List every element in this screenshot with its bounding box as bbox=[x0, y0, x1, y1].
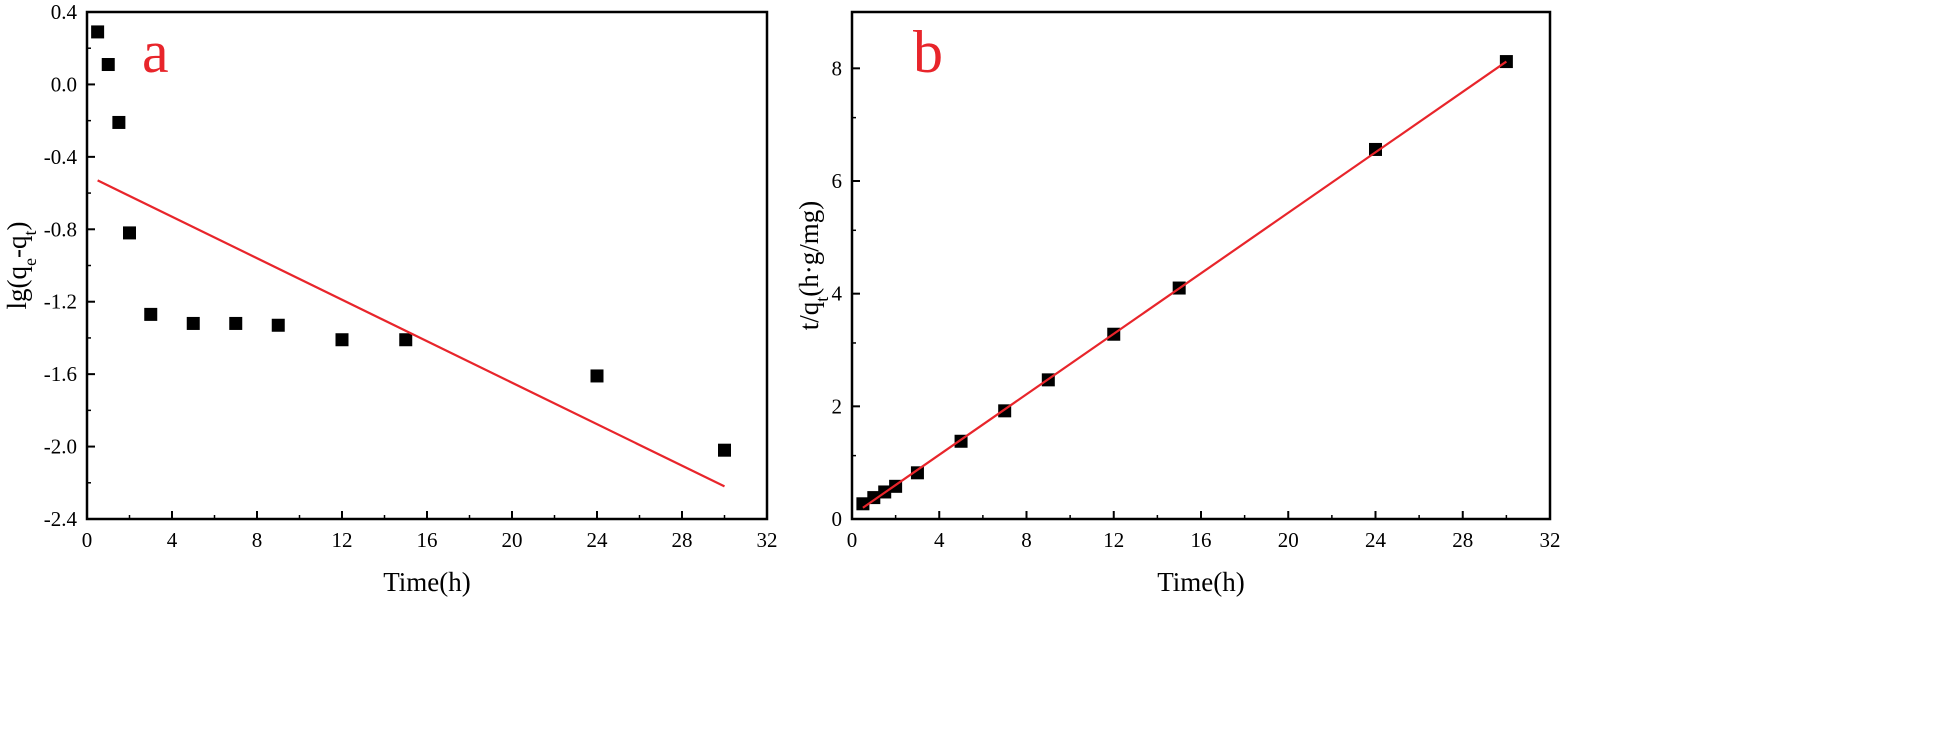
data-point bbox=[867, 491, 881, 505]
x-tick-label: 24 bbox=[587, 528, 609, 552]
y-tick-label: 4 bbox=[832, 282, 843, 306]
data-point bbox=[144, 307, 158, 321]
data-point bbox=[186, 316, 200, 330]
x-tick-label: 28 bbox=[1452, 528, 1473, 552]
x-tick-label: 32 bbox=[757, 528, 778, 552]
y-axis-label: t/qt(h·g/mg) bbox=[794, 201, 832, 331]
x-tick-label: 12 bbox=[1103, 528, 1124, 552]
data-point bbox=[91, 25, 105, 39]
x-axis-label: Time(h) bbox=[383, 567, 471, 597]
y-axis-label-subscript: t bbox=[812, 297, 832, 302]
x-tick-label: 16 bbox=[417, 528, 438, 552]
data-point bbox=[123, 226, 136, 240]
y-axis-label-part: (h·g/mg) bbox=[794, 201, 824, 297]
y-axis-label-part: -q bbox=[2, 235, 32, 258]
data-point bbox=[101, 58, 115, 72]
data-point bbox=[335, 333, 349, 347]
data-point bbox=[590, 369, 604, 383]
x-tick-label: 0 bbox=[847, 528, 858, 552]
y-tick-label: 8 bbox=[832, 56, 843, 80]
y-tick-label: 6 bbox=[832, 169, 843, 193]
panel-label: a bbox=[142, 19, 169, 85]
data-point bbox=[112, 115, 126, 129]
y-axis-label-part: t/q bbox=[794, 301, 824, 330]
data-point bbox=[399, 333, 413, 347]
data-point bbox=[856, 497, 870, 511]
x-tick-label: 12 bbox=[332, 528, 353, 552]
y-tick-label: 0.0 bbox=[51, 72, 77, 96]
data-point bbox=[910, 466, 924, 480]
x-tick-label: 8 bbox=[252, 528, 263, 552]
y-axis-label-part: lg(q bbox=[2, 266, 32, 310]
data-point bbox=[271, 318, 285, 332]
x-tick-label: 20 bbox=[1278, 528, 1299, 552]
y-tick-label: 0 bbox=[832, 507, 843, 531]
x-tick-label: 16 bbox=[1191, 528, 1212, 552]
y-axis-label: lg(qe-qt) bbox=[2, 221, 40, 309]
x-tick-label: 20 bbox=[502, 528, 523, 552]
y-tick-label: -1.6 bbox=[44, 362, 77, 386]
y-axis-label-part: ) bbox=[2, 221, 32, 230]
x-axis-label: Time(h) bbox=[1157, 567, 1245, 597]
x-tick-label: 8 bbox=[1021, 528, 1032, 552]
x-tick-label: 24 bbox=[1365, 528, 1387, 552]
x-tick-label: 32 bbox=[1540, 528, 1561, 552]
y-tick-label: -1.2 bbox=[44, 290, 77, 314]
y-tick-label: -2.4 bbox=[44, 507, 78, 531]
plot-frame bbox=[85, 10, 769, 521]
y-axis-label-subscript: t bbox=[20, 230, 40, 235]
fit-line bbox=[97, 179, 725, 488]
panel-label: b bbox=[913, 19, 943, 85]
x-tick-label: 28 bbox=[672, 528, 693, 552]
fit-line bbox=[862, 60, 1508, 509]
panel-a: 0 4 8 12 16 20 24 28 32 -2.4 -2.0 -1.6 -1.2 -0.8 -0.4 0… bbox=[2, 0, 778, 597]
y-tick-label: 2 bbox=[832, 394, 843, 418]
data-point bbox=[718, 443, 731, 457]
x-tick-label: 0 bbox=[82, 528, 93, 552]
y-tick-label: -2.0 bbox=[44, 435, 77, 459]
x-tick-label: 4 bbox=[167, 528, 178, 552]
data-point bbox=[229, 316, 243, 330]
y-axis-label-subscript: e bbox=[20, 258, 40, 266]
data-point bbox=[1369, 142, 1382, 156]
y-tick-label: -0.8 bbox=[44, 217, 77, 241]
x-tick-label: 4 bbox=[934, 528, 945, 552]
y-tick-label: 0.4 bbox=[51, 0, 78, 24]
y-tick-label: -0.4 bbox=[44, 145, 78, 169]
